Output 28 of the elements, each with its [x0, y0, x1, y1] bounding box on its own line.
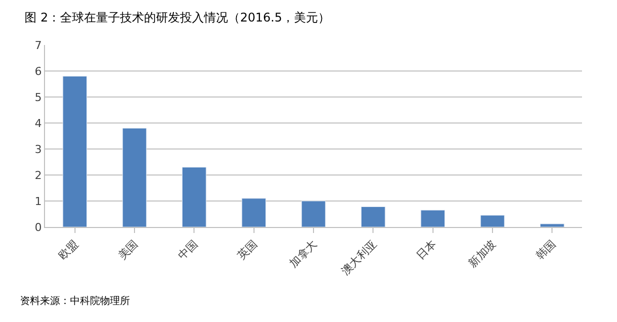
text: 资料来源：中科院物理所 — [20, 295, 130, 307]
bar — [182, 166, 206, 227]
chart-title: 图 2：全球在量子技术的研发投入情况（2016.5，美元） — [24, 10, 330, 24]
y-tick-label: 4 — [34, 116, 42, 130]
bar — [360, 206, 386, 227]
x-tick-label: 澳大利亚 — [338, 238, 380, 278]
y-tick-label: 1 — [34, 194, 42, 208]
bar — [540, 224, 564, 227]
x-tick-label: 加拿大 — [286, 238, 320, 270]
y-tick-label: 5 — [34, 90, 42, 104]
x-tick-label: 欧盟 — [56, 238, 81, 262]
bar — [480, 215, 505, 227]
bar — [242, 198, 266, 227]
y-tick-label: 6 — [34, 64, 42, 78]
x-tick-label: 英国 — [235, 238, 260, 262]
bar — [301, 200, 326, 227]
bar — [122, 128, 147, 227]
y-tick-label: 0 — [34, 220, 42, 234]
y-tick-label: 3 — [34, 142, 42, 156]
bar — [62, 76, 88, 227]
x-tick-label: 中国 — [175, 238, 200, 262]
x-tick-label: 新加坡 — [466, 238, 499, 270]
y-tick-label: 2 — [34, 168, 42, 182]
bar — [420, 210, 446, 227]
y-tick-label: 7 — [34, 38, 42, 52]
x-tick-label: 韩国 — [533, 238, 558, 262]
x-tick-label: 日本 — [414, 238, 439, 262]
x-tick-label: 美国 — [116, 238, 141, 262]
